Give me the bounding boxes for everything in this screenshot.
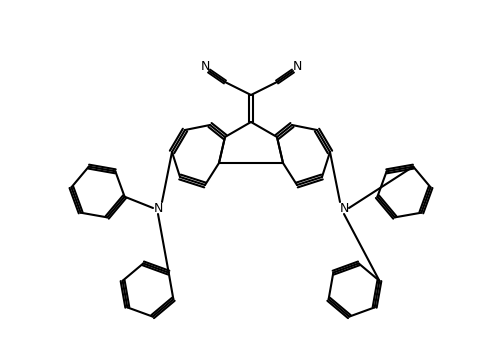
Text: N: N [292,59,301,73]
Text: N: N [153,201,162,214]
Text: N: N [339,201,348,214]
Text: N: N [200,59,209,73]
